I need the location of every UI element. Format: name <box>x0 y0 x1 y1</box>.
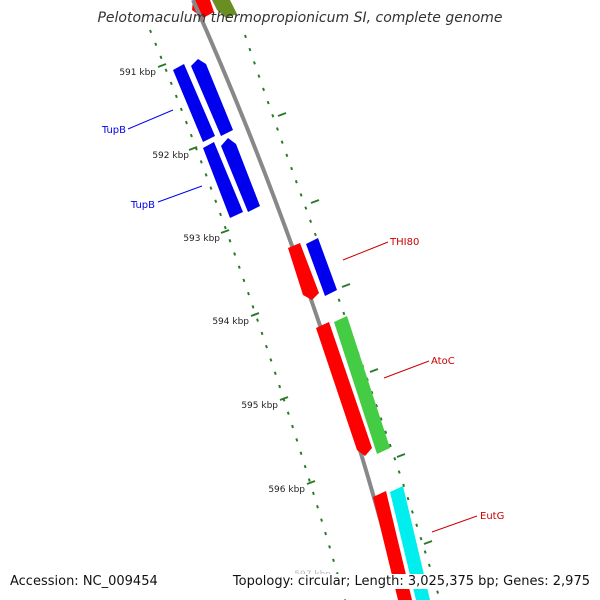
accession-text: Accession: NC_009454 <box>10 574 158 589</box>
tupb-2-connector <box>158 186 202 202</box>
atoc-connector <box>384 361 429 378</box>
tick-label-594: 594 kbp <box>212 317 249 327</box>
tupb-1-connector <box>128 110 173 129</box>
genome-map: 591 kbp 592 kbp 593 kbp 594 kbp 595 kbp … <box>0 0 600 600</box>
gene-label-tupb-1: TupB <box>101 125 126 136</box>
tick-label-592: 592 kbp <box>152 151 189 161</box>
thi80-connector <box>343 242 388 260</box>
gene-label-eutg: EutG <box>480 511 504 522</box>
tick-label-593: 593 kbp <box>183 234 220 244</box>
tick-label-595: 595 kbp <box>241 401 278 411</box>
genome-backbone <box>193 0 402 600</box>
eutg-connector <box>432 516 477 532</box>
tick-label-596: 596 kbp <box>268 485 305 495</box>
topology-text: Topology: circular; Length: 3,025,375 bp… <box>233 574 590 589</box>
genome-title: Pelotomaculum thermopropionicum SI, comp… <box>0 10 600 26</box>
gene-group-tupb-2 <box>203 138 260 218</box>
major-ticks <box>158 64 432 544</box>
gene-label-atoc: AtoC <box>431 356 455 367</box>
tick-label-591: 591 kbp <box>119 68 156 78</box>
gene-label-thi80: THI80 <box>389 237 419 248</box>
outer-tick-track <box>245 35 440 600</box>
gene-label-tupb-2: TupB <box>130 200 155 211</box>
